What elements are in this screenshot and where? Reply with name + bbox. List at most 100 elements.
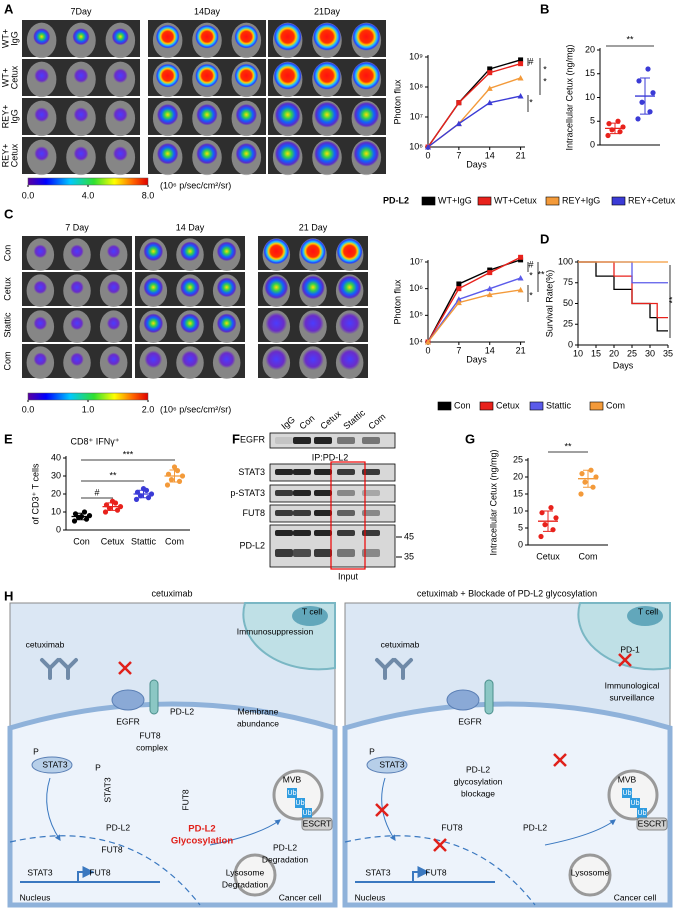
data-point bbox=[538, 533, 544, 540]
row-label: WT+ bbox=[0, 68, 10, 87]
antibody bbox=[375, 658, 413, 680]
x-tick-label: Con bbox=[73, 536, 90, 546]
diagram-label: Nucleus bbox=[355, 892, 386, 902]
data-point bbox=[168, 477, 175, 483]
data-point bbox=[425, 339, 431, 345]
blot-band bbox=[337, 469, 355, 475]
block-mark bbox=[118, 661, 132, 675]
data-point bbox=[176, 478, 183, 484]
y-axis-label: of CD3⁺ T cells bbox=[30, 463, 40, 524]
signal bbox=[33, 316, 48, 331]
x-tick-label: Cetux bbox=[101, 536, 125, 546]
block-mark bbox=[375, 803, 389, 817]
signal bbox=[73, 68, 89, 84]
gene bbox=[355, 872, 495, 882]
data-point bbox=[606, 121, 612, 127]
y-tick-label: 10⁷ bbox=[410, 256, 423, 266]
signal bbox=[106, 316, 121, 331]
signal bbox=[106, 352, 121, 367]
y-tick-label: 20 bbox=[513, 471, 523, 481]
x-tick-label: 14 bbox=[485, 345, 495, 355]
row-label: Cetux bbox=[9, 143, 19, 167]
diagram-label: cetuximab bbox=[381, 639, 420, 649]
annotation: * bbox=[529, 290, 533, 300]
signal bbox=[274, 140, 301, 167]
row-label: Stattic bbox=[2, 312, 12, 338]
blot-band bbox=[337, 549, 355, 557]
blot-band bbox=[314, 510, 332, 516]
x-axis-label: Days bbox=[466, 354, 487, 364]
diagram-label: Lysosome bbox=[226, 867, 265, 877]
x-tick-label: Stattic bbox=[131, 536, 157, 546]
colorbar-label: 8.0 bbox=[142, 190, 155, 200]
legend-swatch bbox=[545, 196, 560, 206]
signal bbox=[352, 22, 381, 51]
signal bbox=[33, 352, 48, 367]
legend-swatch bbox=[421, 196, 436, 206]
diagram-label: STAT3 bbox=[379, 759, 404, 769]
signal bbox=[353, 101, 380, 128]
pathway-arrow bbox=[544, 819, 616, 846]
diagram-label: abundance bbox=[237, 718, 279, 728]
blot-band bbox=[337, 530, 355, 536]
data-point bbox=[487, 270, 493, 276]
row-label: Cetux bbox=[2, 277, 12, 301]
y-tick-label: 50 bbox=[563, 298, 573, 308]
data-point bbox=[548, 505, 554, 511]
x-tick-label: 35 bbox=[663, 348, 673, 358]
y-tick-label: 25 bbox=[563, 319, 573, 329]
blot-band bbox=[275, 437, 293, 444]
diagram-label: Ub bbox=[638, 810, 647, 817]
annotation: ** bbox=[564, 441, 572, 451]
annotation: # bbox=[528, 56, 533, 66]
data-point bbox=[542, 522, 548, 528]
marker-label: 45 bbox=[404, 531, 414, 541]
annotation: *** bbox=[123, 449, 134, 459]
legend-label: WT+IgG bbox=[438, 195, 472, 205]
ubiquitin bbox=[637, 808, 647, 818]
blot-band bbox=[337, 437, 355, 444]
signal bbox=[273, 22, 302, 51]
ubiquitin bbox=[302, 808, 312, 818]
error-bar bbox=[640, 77, 650, 115]
diagram-label: Degradation bbox=[262, 854, 309, 864]
row-label: IgG bbox=[9, 109, 19, 124]
y-tick-label: 0 bbox=[56, 524, 61, 534]
annotation: * bbox=[529, 270, 533, 280]
annotation: * bbox=[529, 97, 533, 107]
diagram-label: P bbox=[95, 762, 101, 772]
data-point bbox=[81, 509, 88, 515]
error-bar bbox=[583, 469, 593, 488]
colorbar bbox=[27, 177, 149, 186]
blot-band bbox=[362, 490, 380, 496]
diagram-label: STAT3 bbox=[42, 759, 67, 769]
diagram-label: PD-1 bbox=[620, 644, 640, 654]
diagram-label: T cell bbox=[638, 606, 658, 616]
annotation: ** bbox=[537, 269, 545, 279]
diagram-label: PD-L2 bbox=[188, 824, 215, 835]
y-axis-label: Intracellular Cetux (ng/mg) bbox=[488, 449, 498, 555]
signal bbox=[337, 275, 362, 300]
x-tick-label: 21 bbox=[516, 150, 526, 160]
y-tick-label: 10⁴ bbox=[409, 336, 423, 346]
x-tick-label: 0 bbox=[425, 150, 430, 160]
legend-label: REY+Cetux bbox=[628, 195, 676, 205]
error-bar bbox=[107, 502, 118, 511]
x-tick-label: 7 bbox=[456, 150, 461, 160]
data-point bbox=[487, 70, 493, 76]
diagram-label: P bbox=[33, 746, 39, 756]
colorbar-label: 0.0 bbox=[22, 404, 35, 414]
signal bbox=[235, 103, 258, 126]
blot-label: Input bbox=[338, 571, 359, 581]
y-tick-label: 0 bbox=[568, 339, 573, 349]
data-point bbox=[133, 496, 140, 502]
data-point bbox=[517, 286, 524, 293]
diagram-label: Ub bbox=[303, 810, 312, 817]
signal bbox=[301, 275, 325, 300]
diagram-title: cetuximab bbox=[151, 588, 192, 598]
series-line bbox=[427, 62, 521, 148]
signal bbox=[195, 63, 219, 88]
data-point bbox=[578, 491, 584, 497]
blot-band bbox=[275, 469, 293, 475]
diagram-label: STAT3 bbox=[102, 777, 112, 802]
